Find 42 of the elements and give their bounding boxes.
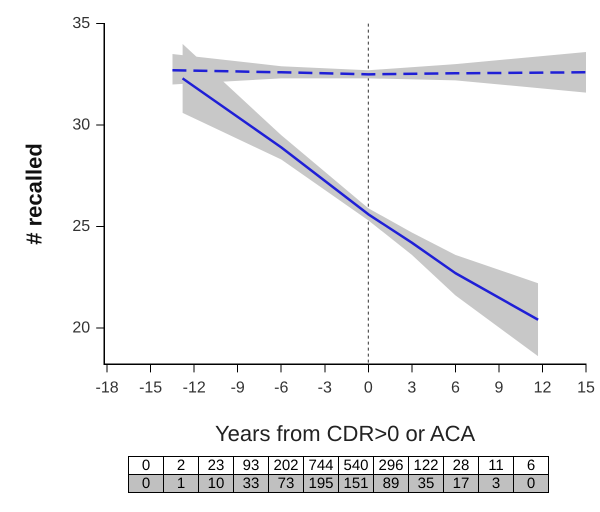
text: 28	[444, 456, 478, 474]
text: 6	[514, 456, 548, 474]
x-axis-title: Years from CDR>0 or ACA	[214, 420, 476, 446]
y-tick-label: 35	[72, 15, 90, 32]
text: 73	[268, 474, 304, 492]
text: 89	[374, 474, 408, 492]
y-tick-label: 30	[72, 116, 90, 134]
text: 744	[304, 456, 338, 474]
x-tick-label: -15	[139, 379, 162, 396]
text: 3	[478, 474, 514, 492]
x-tick-label: 9	[494, 379, 504, 396]
x-tick-label: 3	[407, 379, 416, 396]
text: 1	[164, 474, 198, 492]
text: 0	[514, 474, 548, 492]
x-tick-label: 12	[534, 379, 552, 396]
text: 0	[128, 474, 164, 492]
text: 10	[198, 474, 234, 492]
text: 151	[338, 474, 374, 492]
text: 11	[478, 456, 514, 474]
text: 93	[234, 456, 268, 474]
text: 0	[128, 456, 164, 474]
x-tick-label: -9	[230, 379, 245, 396]
x-tick-label: 0	[364, 379, 373, 396]
x-tick-label: -3	[318, 379, 332, 396]
x-tick-label: -12	[182, 379, 206, 396]
text: 540	[338, 456, 374, 474]
text: 2	[164, 456, 198, 474]
text: 122	[408, 456, 444, 474]
y-tick-label: 20	[72, 319, 90, 336]
y-axis-title: # recalled	[21, 143, 46, 245]
text: 33	[234, 474, 268, 492]
text: 296	[374, 456, 408, 474]
text: 23	[198, 456, 234, 474]
x-tick-label: 15	[577, 379, 595, 396]
x-tick-label: 6	[450, 379, 460, 396]
text: 35	[408, 474, 444, 492]
text: 17	[444, 474, 478, 492]
y-tick-label: 25	[72, 218, 90, 235]
x-tick-label: -6	[274, 379, 288, 396]
text: 202	[268, 456, 304, 474]
text: 195	[304, 474, 338, 492]
x-tick-label: -18	[96, 379, 119, 396]
